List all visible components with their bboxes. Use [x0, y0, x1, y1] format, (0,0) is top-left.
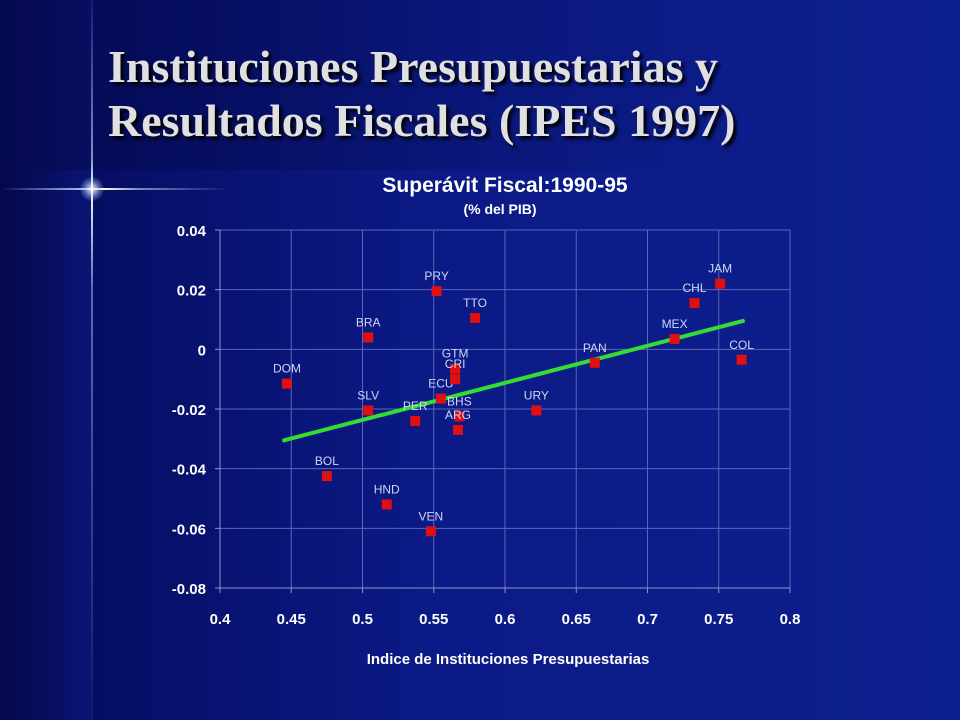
data-label-bol: BOL: [315, 454, 339, 468]
data-label-dom: DOM: [273, 362, 301, 376]
data-point-arg: [452, 424, 463, 435]
data-label-hnd: HND: [374, 482, 400, 496]
data-point-jam: [715, 278, 726, 289]
chart-tick-labels: 0.4 0.45 0.5 0.55 0.6 0.65 0.7 0.75 0.8 0.04 0.02 0…: [172, 223, 801, 628]
data-label-ecu: ECU: [428, 377, 453, 391]
y-tick-label: -0.06: [172, 521, 206, 538]
x-tick-label: 0.55: [419, 611, 448, 628]
x-tick-label: 0.65: [562, 611, 591, 628]
data-point-ven: [425, 526, 436, 537]
x-tick-label: 0.6: [495, 611, 516, 628]
data-label-cri: CRI: [445, 357, 466, 371]
data-point-dom: [281, 378, 292, 389]
chart-grid: [220, 229, 791, 588]
data-label-gtm: GTM: [442, 347, 469, 361]
data-label-pan: PAN: [583, 341, 607, 355]
data-label-bhs: BHS: [447, 394, 472, 408]
background-title-band: [0, 0, 960, 170]
data-point-pan: [589, 357, 600, 368]
data-point-bol: [321, 471, 332, 482]
slide-title-line-2: Resultados Fiscales (IPES 1997): [108, 95, 736, 146]
y-tick-label: 0.04: [177, 223, 207, 240]
y-tick-label: 0: [198, 342, 206, 359]
chart-subtitle: (% del PIB): [463, 201, 536, 217]
data-label-ven: VEN: [419, 509, 444, 523]
data-label-ury: URY: [524, 388, 549, 402]
data-point-bra: [363, 332, 374, 343]
data-label-per: PER: [403, 399, 428, 413]
data-label-pry: PRY: [424, 269, 448, 283]
data-point-gtm: [450, 363, 461, 374]
data-label-col: COL: [729, 338, 754, 352]
data-point-per: [410, 415, 421, 426]
x-tick-label: 0.5: [352, 611, 373, 628]
slide-title-line-1: Instituciones Presupuestarias y: [108, 41, 718, 92]
data-point-tto: [470, 313, 481, 324]
x-tick-label: 0.8: [780, 611, 801, 628]
data-label-jam: JAM: [708, 262, 732, 276]
data-point-pry: [431, 286, 442, 297]
trendline-group: [282, 318, 745, 443]
data-label-chl: CHL: [683, 281, 707, 295]
slide-title: Instituciones Presupuestarias y Resultad…: [108, 40, 948, 148]
chart-title: Superávit Fiscal:1990-95: [382, 174, 627, 197]
y-tick-label: -0.04: [172, 462, 207, 479]
x-tick-label: 0.75: [704, 611, 733, 628]
data-label-mex: MEX: [662, 317, 688, 331]
data-label-bra: BRA: [356, 315, 381, 329]
data-point-chl: [689, 298, 700, 309]
data-point-ury: [531, 405, 542, 416]
x-axis-label: Indice de Instituciones Presupuestarias: [367, 651, 650, 668]
y-tick-label: -0.08: [172, 581, 206, 598]
data-point-bhs: [454, 411, 465, 422]
x-tick-label: 0.45: [277, 611, 306, 628]
x-tick-label: 0.4: [210, 611, 232, 628]
data-point-cri: [450, 374, 461, 385]
sparkle-horizontal-decoration: [0, 188, 230, 190]
sparkle-vertical-decoration: [91, 0, 93, 720]
trendline: [282, 318, 745, 443]
data-point-mex: [669, 333, 680, 344]
data-point-ecu: [435, 393, 446, 404]
sparkle-star-icon: [80, 177, 104, 201]
data-label-slv: SLV: [357, 388, 379, 402]
y-tick-label: -0.02: [172, 402, 206, 419]
data-point-col: [736, 354, 747, 365]
data-point-hnd: [381, 499, 392, 510]
chart-axes: [215, 229, 791, 593]
data-point-slv: [363, 405, 374, 416]
y-tick-label: 0.02: [177, 283, 206, 300]
x-tick-label: 0.7: [637, 611, 658, 628]
data-label-tto: TTO: [463, 296, 487, 310]
data-label-arg: ARG: [445, 408, 471, 422]
